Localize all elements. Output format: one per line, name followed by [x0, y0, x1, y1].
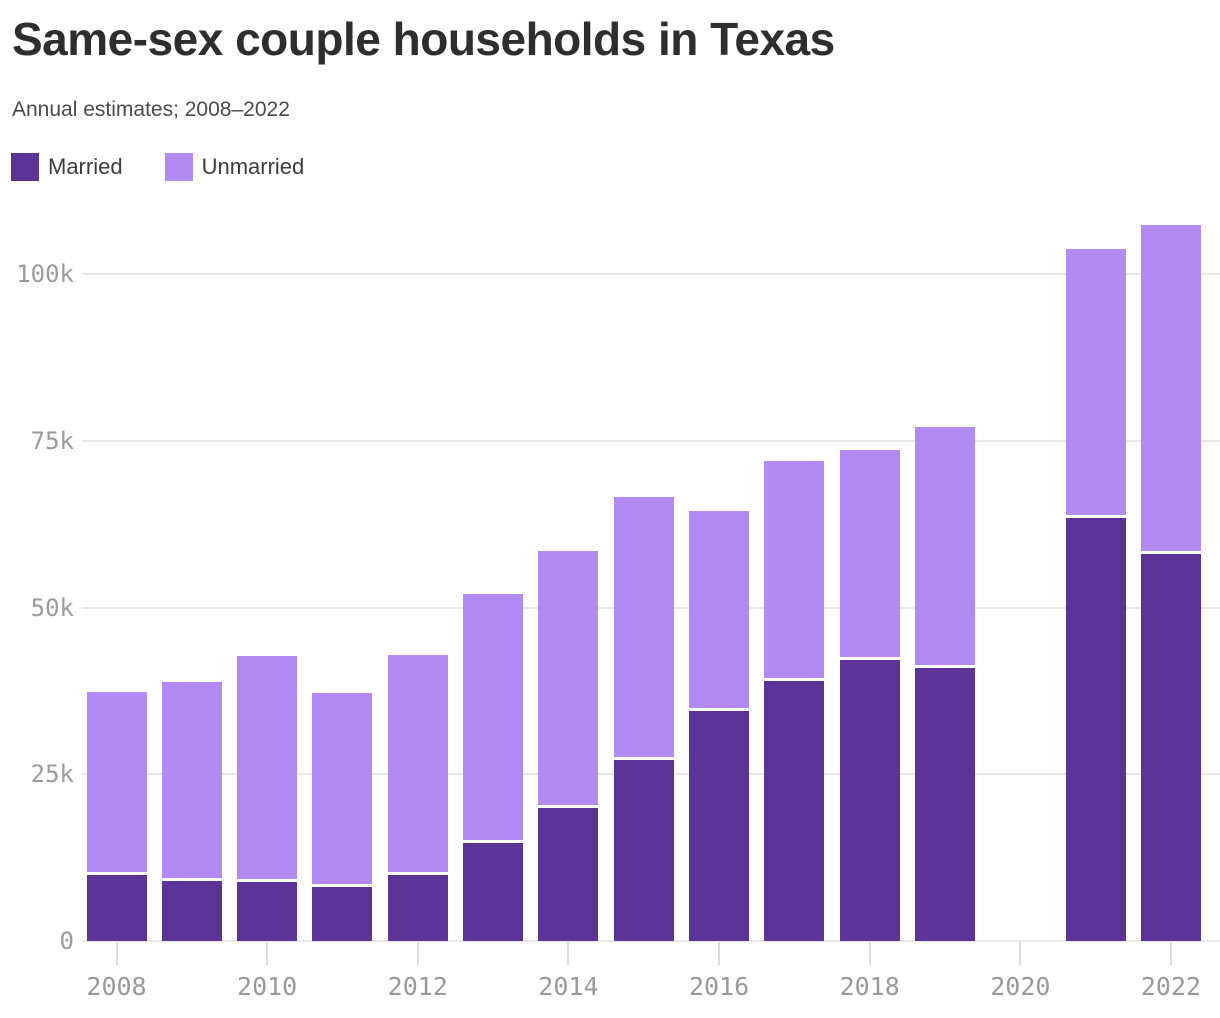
chart-subtitle: Annual estimates; 2008–2022 — [12, 98, 290, 121]
x-axis-label-2016: 2016 — [688, 972, 750, 1001]
x-axis-label-2010: 2010 — [237, 972, 298, 1001]
bar-2009-married — [161, 880, 222, 941]
bar-2012-married — [387, 874, 448, 941]
x-axis-tick-2018 — [868, 942, 871, 965]
y-axis-label-25k: 25k — [30, 760, 74, 789]
bar-2018-unmarried — [839, 450, 900, 657]
bar-2010-unmarried — [237, 655, 298, 879]
bar-2010-married — [237, 881, 298, 941]
x-axis-label-2018: 2018 — [839, 972, 900, 1001]
bar-2013-married — [463, 842, 524, 941]
bar-2016-unmarried — [689, 511, 750, 708]
x-axis-tick-2014 — [567, 942, 570, 965]
y-axis-label-100k: 100k — [16, 260, 74, 288]
x-axis-tick-2016 — [718, 942, 721, 965]
x-axis-tick-2022 — [1169, 942, 1172, 965]
legend-label-unmarried: Unmarried — [201, 154, 305, 179]
bar-2018-married — [839, 659, 900, 941]
y-axis-label-0: 0 — [59, 927, 74, 955]
bar-2008-unmarried — [86, 692, 147, 872]
married-swatch-icon — [11, 153, 39, 181]
gridline-100k — [82, 273, 1220, 275]
x-axis-label-2012: 2012 — [387, 972, 448, 1001]
legend-item-married: Married — [11, 153, 123, 181]
bar-2017-unmarried — [764, 460, 825, 678]
bar-2022-unmarried — [1140, 224, 1201, 552]
bar-2021-unmarried — [1065, 249, 1126, 516]
bar-2015-unmarried — [613, 497, 674, 758]
x-axis-tick-2020 — [1019, 942, 1022, 965]
bar-2011-married — [312, 886, 373, 941]
bar-2015-married — [613, 760, 674, 941]
x-axis-label-2008: 2008 — [86, 972, 147, 1001]
bar-2021-married — [1065, 518, 1126, 941]
bar-2011-unmarried — [312, 692, 373, 884]
y-axis-label-75k: 75k — [30, 426, 74, 455]
bar-2014-unmarried — [538, 550, 599, 805]
legend-label-married: Married — [48, 154, 123, 179]
x-axis-label-2022: 2022 — [1140, 972, 1202, 1001]
bar-2019-unmarried — [915, 426, 976, 665]
gridline-0 — [82, 940, 1220, 942]
bar-2009-unmarried — [161, 681, 222, 878]
bar-2014-married — [538, 807, 599, 941]
bar-2013-unmarried — [463, 594, 524, 840]
x-axis-tick-2012 — [416, 942, 419, 965]
bar-2012-unmarried — [387, 654, 448, 872]
x-axis-label-2014: 2014 — [538, 972, 599, 1001]
x-axis-tick-2008 — [115, 942, 118, 965]
unmarried-swatch-icon — [164, 153, 193, 181]
bar-2022-married — [1140, 554, 1201, 941]
legend-item-unmarried: Unmarried — [164, 153, 305, 181]
x-axis-tick-2010 — [266, 942, 269, 965]
bar-2016-married — [689, 710, 750, 941]
bar-2008-married — [86, 874, 147, 941]
x-axis-label-2020: 2020 — [990, 972, 1051, 1001]
bar-2019-married — [915, 667, 976, 941]
chart-title: Same-sex couple households in Texas — [12, 13, 835, 65]
bar-2017-married — [764, 680, 825, 941]
y-axis-label-50k: 50k — [30, 593, 74, 622]
chart-legend: Married Unmarried — [11, 153, 304, 181]
gridline-75k — [82, 439, 1220, 442]
